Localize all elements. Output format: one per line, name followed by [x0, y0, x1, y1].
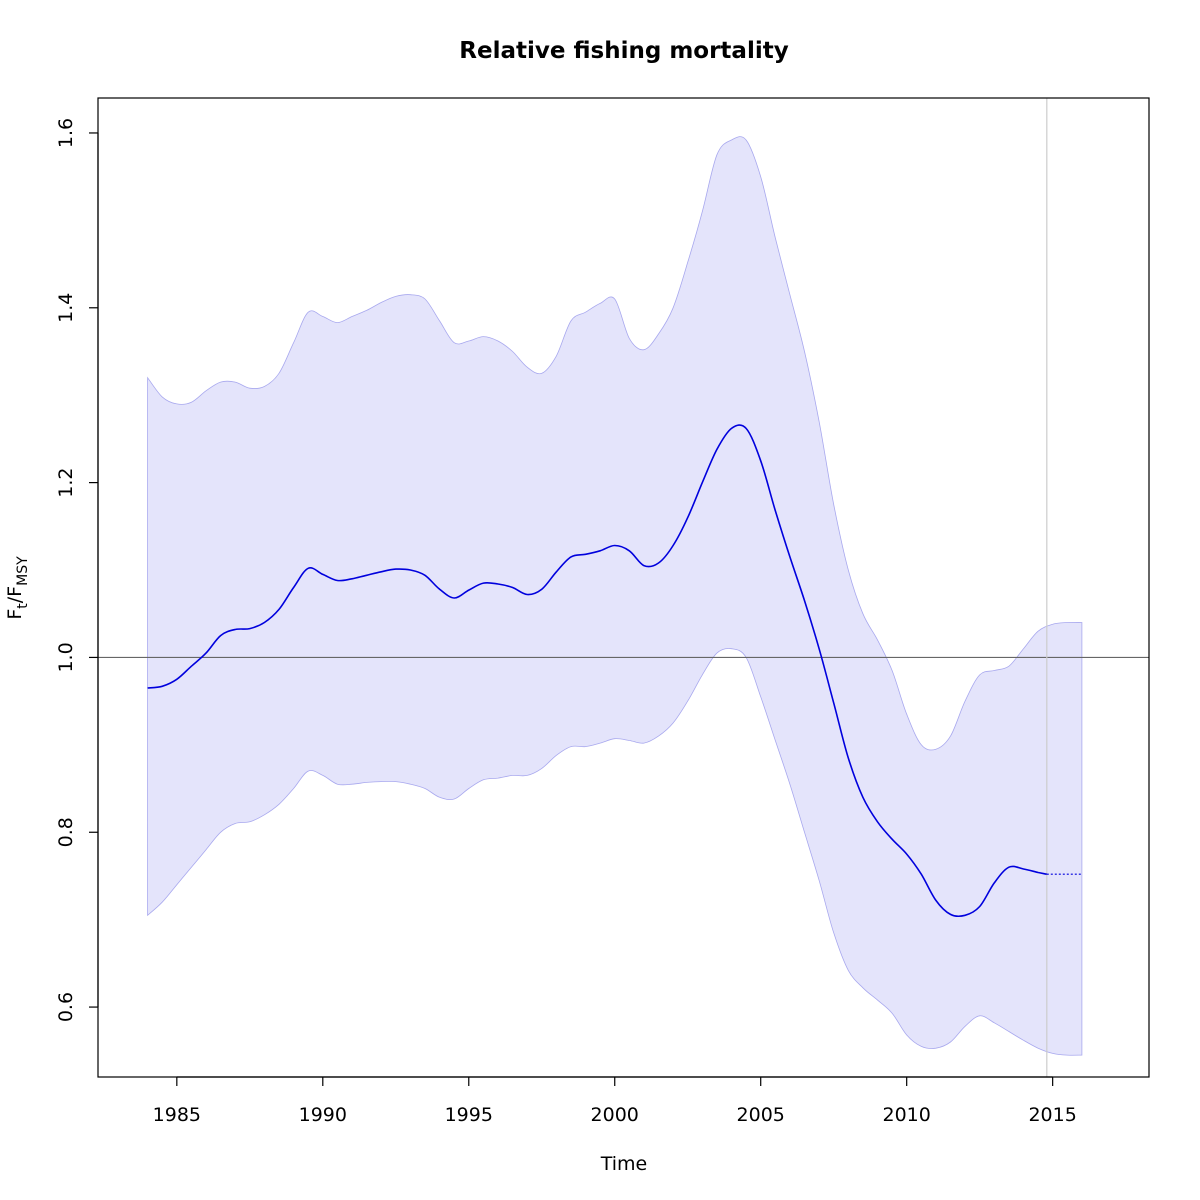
y-tick-label: 1.4	[55, 293, 77, 323]
y-label-separator: /F	[4, 586, 26, 603]
y-tick-label: 0.6	[55, 992, 77, 1022]
confidence-band	[147, 136, 1083, 1056]
x-axis-label: Time	[600, 1153, 648, 1175]
plot-area	[98, 98, 1149, 1077]
x-tick-label: 1985	[153, 1104, 201, 1126]
x-tick-label: 2015	[1028, 1104, 1076, 1126]
y-label-sub-msy: MSY	[15, 556, 31, 586]
x-tick-label: 1990	[299, 1104, 347, 1126]
x-tick-label: 1995	[445, 1104, 493, 1126]
y-label-sub-t: t	[15, 603, 31, 609]
y-tick-label: 1.0	[55, 642, 77, 672]
x-axis: 1985 1990 1995 2000 2005 2010 2015	[153, 1076, 1077, 1126]
y-axis: 0.6 0.8 1.0 1.2 1.4 1.6	[55, 118, 99, 1022]
y-tick-label: 1.6	[55, 118, 77, 148]
x-tick-label: 2005	[737, 1104, 785, 1126]
y-tick-label: 0.8	[55, 817, 77, 847]
y-axis-label: Ft/FMSY	[4, 556, 31, 620]
x-tick-label: 2010	[883, 1104, 931, 1126]
y-tick-label: 1.2	[55, 467, 77, 497]
x-tick-label: 2000	[591, 1104, 639, 1126]
chart-title: Relative fishing mortality	[459, 38, 788, 64]
y-label-base: F	[4, 609, 26, 620]
estimate-line	[147, 424, 1047, 918]
